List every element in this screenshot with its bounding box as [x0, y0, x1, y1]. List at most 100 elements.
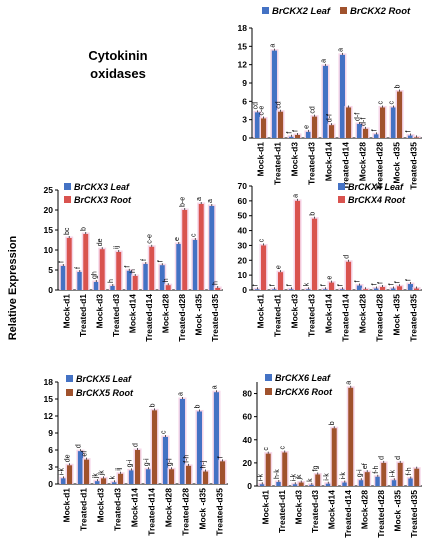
bar-root	[298, 482, 304, 486]
y-tick-label: 10	[44, 245, 54, 255]
significance-label: h	[163, 278, 170, 282]
significance-label: f	[58, 261, 65, 263]
bar-leaf	[407, 284, 413, 290]
significance-label: d	[379, 456, 386, 460]
significance-label: c	[160, 430, 167, 434]
bar-leaf	[375, 476, 381, 486]
significance-label: fg	[313, 465, 320, 471]
legend-label: BrCKX3 Leaf	[74, 182, 130, 192]
chart-ckx6: 0 20 40 60 80 i-k h-k i-k k i-k i-k g-i f-h i-k f-h c c j…	[243, 373, 422, 538]
bar-root	[169, 469, 175, 484]
x-category-label: Mock-d28	[160, 294, 170, 333]
x-category-label: Treated-d35	[409, 142, 419, 190]
bar-root	[83, 234, 89, 290]
x-category-label: Treated-d14	[147, 488, 157, 536]
legend-label: BrCKX5 Root	[76, 388, 134, 398]
bar-root	[165, 285, 171, 290]
bar-root	[261, 118, 267, 138]
bar-leaf	[305, 131, 311, 138]
significance-label: c	[378, 100, 385, 104]
y-axis-label: Relative Expression	[7, 235, 19, 340]
x-category-label: Mock-d3	[290, 294, 300, 329]
bar-leaf	[390, 288, 396, 290]
significance-label: c	[280, 445, 287, 449]
bar-leaf	[143, 264, 149, 290]
x-category-label: Mock-d3	[293, 490, 303, 525]
significance-label: f-h	[406, 467, 413, 475]
significance-label: jk	[92, 473, 99, 480]
y-tick-label: 0	[247, 481, 252, 491]
significance-label: f	[337, 284, 344, 286]
y-tick-label: 0	[242, 133, 247, 143]
bar-root	[132, 276, 138, 290]
legend-swatch	[64, 183, 71, 190]
bar-leaf	[358, 480, 364, 486]
bar-root	[414, 468, 420, 486]
bar-root	[198, 204, 204, 290]
significance-label: f	[388, 284, 395, 286]
significance-label: g-i	[126, 459, 133, 467]
bar-leaf	[60, 266, 66, 290]
legend-label: BrCKX5 Leaf	[76, 374, 132, 384]
bar-leaf	[292, 484, 298, 486]
significance-label: a	[293, 194, 300, 198]
significance-label: f	[286, 132, 293, 134]
bar-leaf	[77, 451, 83, 484]
significance-label: f	[395, 281, 402, 283]
bar-root	[346, 107, 352, 138]
bar-leaf	[145, 469, 151, 484]
significance-label: cd	[276, 101, 283, 109]
bar-leaf	[110, 286, 116, 290]
bar-leaf	[179, 399, 185, 484]
x-category-label: Mock-d1	[62, 488, 72, 523]
significance-label: e	[174, 237, 181, 241]
significance-label: e	[303, 125, 310, 129]
bar-root	[116, 252, 122, 290]
bar-leaf	[128, 470, 134, 484]
x-category-label: Treated-d35	[409, 294, 419, 342]
significance-label: de	[97, 238, 104, 246]
bar-leaf	[339, 289, 345, 290]
bar-leaf	[196, 411, 202, 484]
bar-root	[414, 288, 420, 290]
bar-root	[381, 462, 387, 486]
significance-label: gh	[91, 271, 98, 279]
bar-leaf	[176, 244, 182, 290]
significance-label: cd	[310, 106, 317, 114]
x-category-label: Mock -d35	[198, 488, 208, 530]
significance-label: b	[395, 85, 402, 89]
y-tick-label: 15	[44, 225, 54, 235]
significance-label: i-k	[340, 472, 347, 480]
significance-label: f-h	[373, 465, 380, 473]
significance-label: i-k	[323, 473, 330, 481]
x-category-label: Treated-d28	[376, 490, 386, 538]
significance-label: f	[371, 129, 378, 131]
x-category-label: Treated-d28	[375, 294, 385, 342]
significance-label: ef	[82, 451, 89, 457]
bar-leaf	[254, 112, 260, 138]
bar-leaf	[288, 289, 294, 290]
significance-label: k	[109, 475, 116, 479]
y-tick-label: 5	[48, 265, 53, 275]
x-category-label: Treated-d35	[210, 294, 220, 342]
significance-label: ef	[362, 463, 369, 469]
x-category-label: Mock-d3	[94, 294, 104, 329]
x-category-label: Treated-d14	[343, 490, 353, 538]
x-category-label: Mock-d14	[127, 294, 137, 333]
bar-leaf	[373, 134, 379, 138]
bar-root	[348, 387, 354, 486]
bar-root	[295, 134, 301, 138]
y-tick-label: 0	[242, 285, 247, 295]
bar-leaf	[159, 265, 165, 290]
significance-label: b	[81, 227, 88, 231]
significance-label: h-j	[201, 460, 208, 468]
significance-label: c	[263, 447, 270, 451]
y-tick-label: 60	[238, 196, 248, 206]
y-tick-label: 18	[44, 377, 54, 387]
significance-label: f	[320, 284, 327, 286]
y-tick-label: 9	[48, 428, 53, 438]
y-tick-label: 80	[243, 389, 253, 399]
bar-leaf	[322, 65, 328, 138]
